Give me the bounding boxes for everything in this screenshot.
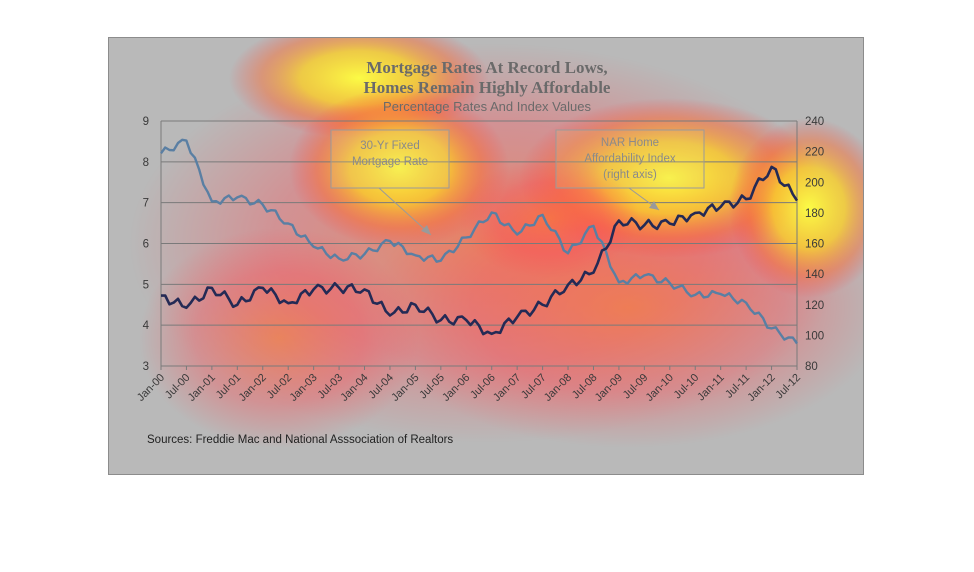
- left-tick-label: 3: [143, 361, 149, 373]
- annotation-affordability-line-3: (right axis): [603, 169, 657, 181]
- series-affordability-index-line: [160, 165, 799, 336]
- chart-title-line-2: Homes Remain Highly Affordable: [364, 78, 611, 97]
- left-tick-label: 8: [143, 157, 149, 169]
- left-tick-label: 5: [143, 279, 149, 291]
- chart-frame: Mortgage Rates At Record Lows, Homes Rem…: [108, 37, 864, 475]
- annotation-mortgage-rate-arrow: [378, 187, 432, 236]
- right-tick-label: 160: [805, 239, 824, 251]
- annotation-mortgage-rate-line-1: 30-Yr Fixed: [360, 140, 419, 152]
- right-tick-label: 80: [805, 361, 818, 373]
- annotation-affordability-line-2: Affordability Index: [584, 153, 675, 165]
- annotation-affordability-arrowhead: [649, 201, 659, 210]
- annotation-mortgage-rate-arrowhead: [421, 225, 431, 235]
- left-tick-label: 6: [143, 239, 149, 251]
- left-tick-label: 7: [143, 198, 149, 210]
- annotation-affordability: NAR Home Affordability Index (right axis…: [555, 129, 705, 211]
- chart-canvas: Mortgage Rates At Record Lows, Homes Rem…: [129, 38, 863, 448]
- series-layer: [160, 138, 799, 345]
- annotation-mortgage-rate-line-2: Mortgage Rate: [352, 156, 428, 168]
- right-tick-label: 140: [805, 269, 824, 281]
- source-note: Sources: Freddie Mac and National Asssoc…: [147, 434, 453, 446]
- left-axis-ticks: 3 4 5 6 7 8 9: [143, 116, 150, 373]
- left-tick-label: 9: [143, 116, 149, 128]
- chart-title-line-1: Mortgage Rates At Record Lows,: [366, 58, 607, 77]
- right-tick-label: 180: [805, 208, 824, 220]
- right-tick-label: 120: [805, 300, 824, 312]
- annotation-affordability-line-1: NAR Home: [601, 137, 659, 149]
- chart-subtitle: Percentage Rates And Index Values: [383, 99, 591, 114]
- right-tick-label: 200: [805, 177, 824, 189]
- right-tick-label: 100: [805, 330, 824, 342]
- annotation-mortgage-rate: 30-Yr Fixed Mortgage Rate: [330, 129, 450, 236]
- right-axis-ticks: 80 100 120 140 160 180 200 220 240: [805, 116, 824, 373]
- right-tick-label: 240: [805, 116, 824, 128]
- right-tick-label: 220: [805, 147, 824, 159]
- series-mortgage-rate-line: [160, 138, 798, 345]
- left-tick-label: 4: [143, 320, 150, 332]
